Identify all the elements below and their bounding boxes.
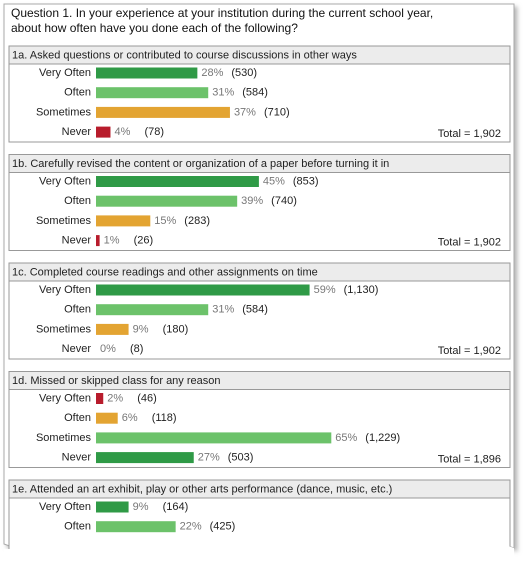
- row-label: Sometimes: [36, 106, 92, 118]
- row-label: Often: [64, 87, 91, 99]
- total-label: Total = 1,902: [438, 345, 501, 357]
- row-label: Very Often: [39, 392, 91, 404]
- percent-label: 6%: [122, 412, 138, 424]
- question-line: Question 1. In your experience at your i…: [11, 6, 433, 20]
- section-header: [8, 45, 511, 65]
- total-label: Total = 1,896: [438, 454, 501, 466]
- row-label: Very Often: [39, 284, 91, 296]
- bar: [96, 176, 259, 187]
- torn-edge: [4, 543, 514, 570]
- bar: [96, 304, 209, 316]
- row-label: Very Often: [39, 501, 91, 513]
- count-label: (530): [231, 67, 257, 79]
- row-label: Never: [62, 452, 92, 464]
- count-label: (1,229): [365, 432, 400, 444]
- bar: [96, 323, 129, 335]
- bar: [96, 432, 332, 444]
- percent-label: 22%: [180, 521, 202, 533]
- rows-box: [8, 63, 511, 143]
- count-label: (584): [242, 304, 268, 316]
- percent-label: 31%: [212, 304, 234, 316]
- row-label: Sometimes: [36, 323, 92, 335]
- section-title: 1c. Completed course readings and other …: [12, 266, 318, 278]
- section-header: [8, 371, 511, 390]
- percent-label: 15%: [154, 215, 176, 227]
- row-label: Never: [62, 235, 92, 247]
- percent-label: 37%: [234, 106, 256, 118]
- bar: [96, 452, 194, 464]
- section-title: 1a. Asked questions or contributed to co…: [12, 49, 357, 61]
- percent-label: 59%: [314, 284, 336, 296]
- count-label: (853): [293, 175, 319, 187]
- count-label: (710): [264, 106, 290, 118]
- rows-box: [8, 389, 511, 468]
- percent-label: 0%: [100, 343, 116, 355]
- count-label: (78): [144, 126, 164, 138]
- charts: 1a. Asked questions or contributed to co…: [8, 45, 511, 570]
- percent-label: 39%: [241, 195, 263, 207]
- section-header: [8, 154, 511, 173]
- count-label: (1,130): [344, 284, 379, 296]
- percent-label: 9%: [133, 501, 149, 513]
- count-label: (584): [242, 87, 268, 99]
- bar: [96, 284, 310, 296]
- percent-label: 9%: [133, 323, 149, 335]
- bar: [96, 126, 111, 138]
- row-label: Often: [64, 195, 91, 207]
- total-label: Total = 1,902: [438, 128, 501, 140]
- percent-label: 2%: [107, 392, 123, 404]
- bar: [96, 195, 238, 207]
- section-title: 1b. Carefully revised the content or org…: [12, 158, 389, 170]
- section-title: 1e. Attended an art exhibit, play or oth…: [12, 483, 392, 495]
- count-label: (740): [271, 195, 297, 207]
- count-label: (503): [228, 452, 254, 464]
- section-title: 1d. Missed or skipped class for any reas…: [12, 375, 221, 387]
- bar: [96, 215, 151, 227]
- count-label: (26): [134, 235, 154, 247]
- count-label: (8): [130, 343, 143, 355]
- row-label: Sometimes: [36, 215, 92, 227]
- bar: [96, 235, 100, 247]
- bar: [96, 501, 129, 513]
- row-label: Sometimes: [36, 432, 92, 444]
- row-label: Never: [62, 343, 92, 355]
- row-label: Often: [64, 521, 91, 533]
- question-line: about how often have you done each of th…: [11, 21, 298, 35]
- count-label: (180): [163, 323, 189, 335]
- row-label: Often: [64, 412, 91, 424]
- row-label: Very Often: [39, 67, 91, 79]
- percent-label: 4%: [114, 126, 130, 138]
- bar: [96, 521, 176, 533]
- bar: [96, 106, 230, 118]
- row-label: Very Often: [39, 175, 91, 187]
- section-header: [8, 262, 511, 282]
- percent-label: 1%: [104, 235, 120, 247]
- percent-label: 31%: [212, 87, 234, 99]
- row-label: Often: [64, 304, 91, 316]
- section-header: [8, 479, 511, 499]
- percent-label: 27%: [198, 452, 220, 464]
- bar: [96, 87, 209, 99]
- count-label: (118): [152, 412, 177, 424]
- percent-label: 45%: [263, 175, 285, 187]
- total-label: Total = 1,902: [438, 237, 501, 249]
- bar: [96, 393, 104, 404]
- count-label: (283): [184, 215, 210, 227]
- count-label: (46): [137, 392, 157, 404]
- bar: [96, 412, 118, 424]
- percent-label: 28%: [201, 67, 223, 79]
- count-label: (164): [163, 501, 189, 513]
- bar: [96, 67, 198, 79]
- percent-label: 65%: [335, 432, 357, 444]
- count-label: (425): [210, 521, 236, 533]
- row-label: Never: [62, 126, 92, 138]
